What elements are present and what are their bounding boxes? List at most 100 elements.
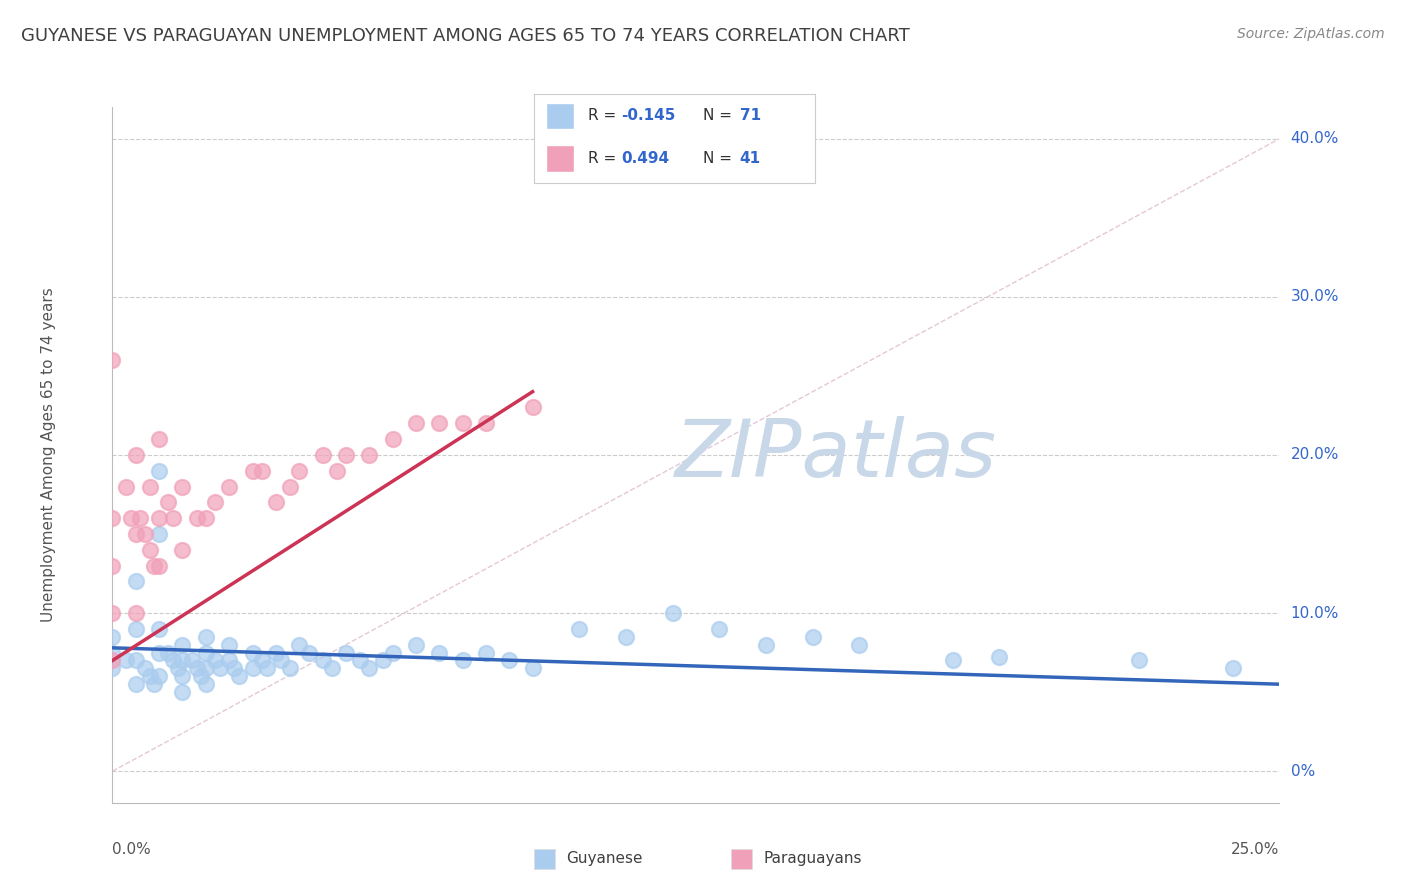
Point	[325, 464, 347, 478]
Point	[101, 606, 124, 620]
Text: 0.0%: 0.0%	[112, 842, 152, 857]
Point	[297, 646, 319, 660]
Point	[101, 511, 124, 525]
Point	[427, 646, 450, 660]
Point	[148, 558, 170, 573]
Point	[115, 479, 138, 493]
Point	[498, 653, 520, 667]
Point	[242, 646, 264, 660]
Point	[242, 661, 264, 675]
Point	[1222, 661, 1244, 675]
Point	[288, 464, 311, 478]
Point	[139, 669, 162, 683]
Point	[755, 638, 778, 652]
Point	[228, 669, 250, 683]
Text: R =: R =	[588, 152, 621, 166]
Point	[115, 653, 138, 667]
Point	[125, 527, 148, 541]
Text: N =: N =	[703, 152, 737, 166]
Text: ZIPatlas: ZIPatlas	[675, 416, 997, 494]
Point	[204, 495, 226, 509]
Text: 71: 71	[740, 109, 761, 123]
Point	[250, 653, 273, 667]
Point	[264, 646, 287, 660]
Point	[101, 353, 124, 368]
Point	[288, 638, 311, 652]
Text: R =: R =	[588, 109, 621, 123]
Text: Paraguayans: Paraguayans	[763, 851, 862, 865]
Point	[218, 638, 240, 652]
Point	[242, 464, 264, 478]
Point	[172, 479, 194, 493]
Point	[451, 417, 474, 431]
Point	[208, 661, 231, 675]
Text: 41: 41	[740, 152, 761, 166]
Point	[125, 622, 148, 636]
Text: Guyanese: Guyanese	[567, 851, 643, 865]
Point	[101, 630, 124, 644]
Text: 10.0%: 10.0%	[1291, 606, 1339, 621]
Point	[148, 669, 170, 683]
Text: 40.0%: 40.0%	[1291, 131, 1339, 146]
Point	[373, 653, 395, 667]
Point	[157, 646, 180, 660]
Point	[349, 653, 371, 667]
Text: 20.0%: 20.0%	[1291, 448, 1339, 462]
Point	[190, 669, 212, 683]
FancyBboxPatch shape	[546, 145, 574, 172]
Point	[134, 661, 156, 675]
Point	[522, 401, 544, 415]
Text: N =: N =	[703, 109, 737, 123]
Point	[134, 527, 156, 541]
Text: GUYANESE VS PARAGUAYAN UNEMPLOYMENT AMONG AGES 65 TO 74 YEARS CORRELATION CHART: GUYANESE VS PARAGUAYAN UNEMPLOYMENT AMON…	[21, 27, 910, 45]
Point	[194, 646, 217, 660]
Point	[162, 653, 184, 667]
Point	[180, 653, 202, 667]
Point	[848, 638, 870, 652]
Point	[661, 606, 683, 620]
Point	[148, 527, 170, 541]
Text: Source: ZipAtlas.com: Source: ZipAtlas.com	[1237, 27, 1385, 41]
Text: 30.0%: 30.0%	[1291, 289, 1339, 304]
Text: 25.0%: 25.0%	[1232, 842, 1279, 857]
Point	[359, 661, 381, 675]
Point	[359, 448, 381, 462]
Point	[166, 661, 188, 675]
Point	[143, 558, 166, 573]
Point	[311, 653, 333, 667]
Point	[172, 542, 194, 557]
FancyBboxPatch shape	[546, 103, 574, 129]
Point	[129, 511, 152, 525]
Point	[475, 417, 498, 431]
Point	[311, 448, 333, 462]
Text: 0%: 0%	[1291, 764, 1315, 779]
Point	[125, 448, 148, 462]
Point	[194, 630, 217, 644]
Point	[427, 417, 450, 431]
Point	[1128, 653, 1150, 667]
Point	[172, 669, 194, 683]
Point	[321, 661, 343, 675]
Point	[148, 432, 170, 446]
Point	[278, 661, 301, 675]
Point	[942, 653, 965, 667]
Point	[125, 677, 148, 691]
Point	[568, 622, 591, 636]
Point	[204, 653, 226, 667]
Point	[256, 661, 278, 675]
Point	[120, 511, 142, 525]
Point	[148, 622, 170, 636]
Point	[148, 511, 170, 525]
Point	[194, 661, 217, 675]
Point	[335, 646, 357, 660]
Point	[270, 653, 292, 667]
Point	[162, 511, 184, 525]
Point	[475, 646, 498, 660]
Point	[335, 448, 357, 462]
Point	[988, 650, 1011, 665]
Point	[172, 638, 194, 652]
Text: 0.494: 0.494	[621, 152, 669, 166]
Point	[801, 630, 824, 644]
Text: -0.145: -0.145	[621, 109, 676, 123]
Point	[125, 606, 148, 620]
